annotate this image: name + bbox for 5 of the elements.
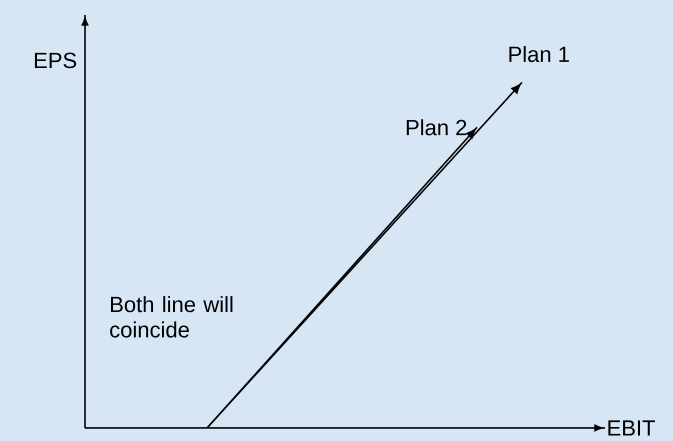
series-label: Plan 1 xyxy=(509,46,569,62)
x-axis-title: EBIT xyxy=(608,420,655,436)
y-axis-title: EPS xyxy=(34,52,76,68)
annotation: Both line will coincide xyxy=(110,296,232,338)
legend-label: Plan 2 xyxy=(406,119,466,136)
